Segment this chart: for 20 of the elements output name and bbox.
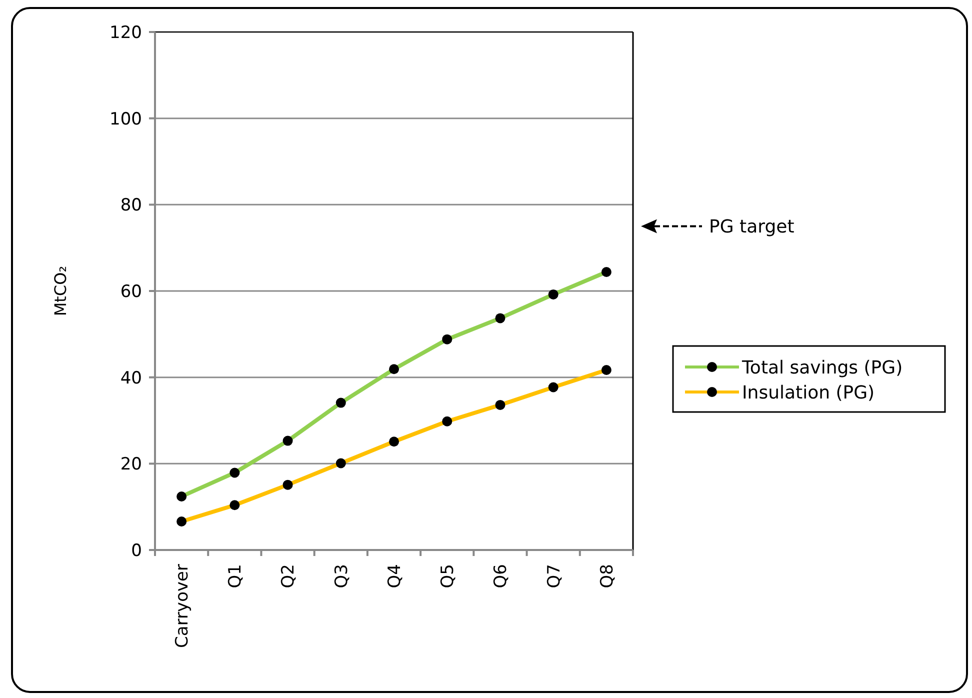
y-tick-label: 60 [120, 282, 142, 302]
y-tick-label: 120 [110, 22, 142, 43]
x-tick-label: Q2 [278, 564, 299, 588]
y-axis-title: MtCO₂ [51, 266, 70, 316]
x-tick-label: Carryover [172, 564, 193, 648]
ref-line-label: PG target [709, 216, 794, 238]
x-tick-label: Q1 [226, 564, 246, 588]
x-tick-label: Q5 [438, 564, 458, 588]
x-tick-label: Q6 [491, 564, 512, 588]
x-tick-label: Q3 [332, 564, 352, 588]
legend-label: Insulation (PG) [742, 382, 875, 404]
x-tick-label: Q4 [384, 564, 405, 588]
y-tick-label: 20 [120, 454, 142, 475]
y-tick-label: 40 [120, 368, 142, 388]
y-tick-label: 0 [131, 540, 142, 561]
x-tick-label: Q8 [597, 564, 618, 588]
x-tick-label: Q7 [544, 564, 564, 588]
y-tick-label: 100 [110, 109, 142, 130]
y-tick-label: 80 [120, 196, 142, 216]
legend-label: Total savings (PG) [741, 357, 903, 378]
